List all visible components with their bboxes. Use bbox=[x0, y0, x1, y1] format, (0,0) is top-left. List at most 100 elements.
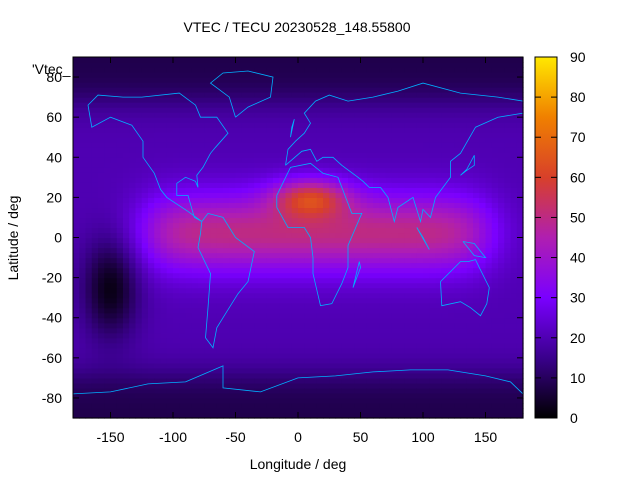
heatmap-cell bbox=[373, 277, 380, 284]
heatmap-cell bbox=[166, 287, 174, 294]
heatmap-cell bbox=[354, 287, 362, 294]
heatmap-cell bbox=[416, 397, 424, 404]
heatmap-cell bbox=[454, 217, 462, 224]
heatmap-cell bbox=[104, 207, 112, 214]
heatmap-cell bbox=[116, 97, 124, 103]
heatmap-cell bbox=[73, 62, 80, 68]
heatmap-cell bbox=[410, 67, 418, 73]
heatmap-cell bbox=[266, 322, 274, 329]
heatmap-cell bbox=[329, 137, 337, 143]
heatmap-cell bbox=[123, 107, 130, 113]
heatmap-cell bbox=[123, 182, 130, 188]
heatmap-cell bbox=[254, 172, 262, 178]
heatmap-cell bbox=[135, 347, 143, 354]
heatmap-cell bbox=[123, 92, 130, 98]
heatmap-cell bbox=[391, 277, 399, 284]
heatmap-cell bbox=[391, 172, 399, 178]
heatmap-cell bbox=[148, 332, 155, 339]
heatmap-cell bbox=[329, 227, 337, 234]
heatmap-cell bbox=[85, 412, 93, 419]
heatmap-cell bbox=[416, 72, 424, 78]
heatmap-cell bbox=[154, 202, 162, 209]
heatmap-cell bbox=[85, 132, 93, 138]
heatmap-cell bbox=[473, 172, 480, 178]
heatmap-cell bbox=[173, 162, 180, 168]
heatmap-cell bbox=[373, 227, 380, 234]
heatmap-cell bbox=[379, 87, 387, 93]
heatmap-cell bbox=[291, 307, 299, 314]
heatmap-cell bbox=[435, 317, 443, 324]
heatmap-cell bbox=[104, 367, 112, 374]
heatmap-cell bbox=[304, 347, 312, 354]
heatmap-cell bbox=[379, 172, 387, 178]
heatmap-cell bbox=[404, 132, 412, 138]
heatmap-cell bbox=[316, 312, 324, 319]
heatmap-cell bbox=[273, 322, 280, 329]
heatmap-cell bbox=[198, 392, 205, 399]
heatmap-cell bbox=[254, 207, 262, 214]
heatmap-cell bbox=[235, 122, 243, 128]
heatmap-cell bbox=[85, 197, 93, 203]
heatmap-cell bbox=[485, 327, 493, 334]
heatmap-cell bbox=[154, 267, 162, 274]
heatmap-cell bbox=[323, 142, 330, 148]
heatmap-cell bbox=[229, 242, 237, 249]
heatmap-cell bbox=[423, 167, 430, 173]
heatmap-cell bbox=[435, 402, 443, 409]
heatmap-cell bbox=[104, 67, 112, 73]
heatmap-cell bbox=[129, 187, 137, 193]
heatmap-cell bbox=[485, 382, 493, 389]
heatmap-cell bbox=[241, 112, 249, 118]
heatmap-cell bbox=[435, 282, 443, 289]
heatmap-cell bbox=[304, 242, 312, 249]
heatmap-cell bbox=[166, 132, 174, 138]
heatmap-cell bbox=[191, 157, 199, 163]
heatmap-cell bbox=[360, 62, 368, 68]
heatmap-cell bbox=[423, 307, 430, 314]
heatmap-cell bbox=[166, 292, 174, 299]
heatmap-cell bbox=[85, 142, 93, 148]
heatmap-cell bbox=[279, 282, 287, 289]
heatmap-cell bbox=[454, 192, 462, 198]
heatmap-cell bbox=[366, 287, 374, 294]
heatmap-cell bbox=[335, 412, 343, 419]
heatmap-cell bbox=[248, 292, 255, 299]
heatmap-cell bbox=[260, 322, 268, 329]
heatmap-cell bbox=[198, 387, 205, 394]
heatmap-cell bbox=[485, 252, 493, 259]
heatmap-cell bbox=[410, 307, 418, 314]
heatmap-cell bbox=[479, 62, 487, 68]
heatmap-cell bbox=[473, 152, 480, 158]
heatmap-cell bbox=[123, 342, 130, 349]
heatmap-cell bbox=[298, 272, 305, 279]
heatmap-cell bbox=[379, 252, 387, 259]
heatmap-cell bbox=[373, 57, 380, 63]
heatmap-cell bbox=[466, 367, 474, 374]
heatmap-cell bbox=[179, 372, 187, 379]
heatmap-cell bbox=[85, 362, 93, 369]
heatmap-cell bbox=[504, 277, 512, 284]
heatmap-cell bbox=[223, 172, 230, 178]
heatmap-cell bbox=[141, 152, 149, 158]
heatmap-cell bbox=[373, 312, 380, 319]
heatmap-cell bbox=[498, 402, 505, 409]
heatmap-cell bbox=[166, 377, 174, 384]
heatmap-cell bbox=[248, 357, 255, 364]
heatmap-cell bbox=[316, 377, 324, 384]
heatmap-cell bbox=[466, 282, 474, 289]
heatmap-cell bbox=[279, 362, 287, 369]
heatmap-cell bbox=[479, 272, 487, 279]
heatmap-cell bbox=[110, 287, 118, 294]
heatmap-cell bbox=[210, 202, 218, 209]
heatmap-cell bbox=[304, 87, 312, 93]
heatmap-cell bbox=[379, 377, 387, 384]
heatmap-cell bbox=[329, 147, 337, 153]
heatmap-cell bbox=[216, 162, 224, 168]
heatmap-cell bbox=[191, 227, 199, 234]
heatmap-cell bbox=[410, 252, 418, 259]
heatmap-cell bbox=[341, 127, 349, 133]
heatmap-cell bbox=[116, 207, 124, 214]
heatmap-cell bbox=[73, 77, 80, 83]
heatmap-cell bbox=[310, 402, 318, 409]
heatmap-cell bbox=[210, 57, 218, 63]
